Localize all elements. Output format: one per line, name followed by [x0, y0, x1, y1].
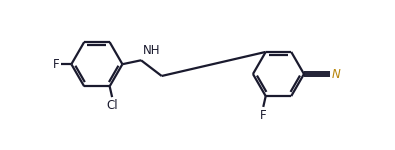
- Text: Cl: Cl: [106, 99, 118, 112]
- Text: NH: NH: [143, 44, 160, 57]
- Text: F: F: [260, 109, 267, 122]
- Text: F: F: [53, 58, 59, 71]
- Text: N: N: [332, 68, 341, 81]
